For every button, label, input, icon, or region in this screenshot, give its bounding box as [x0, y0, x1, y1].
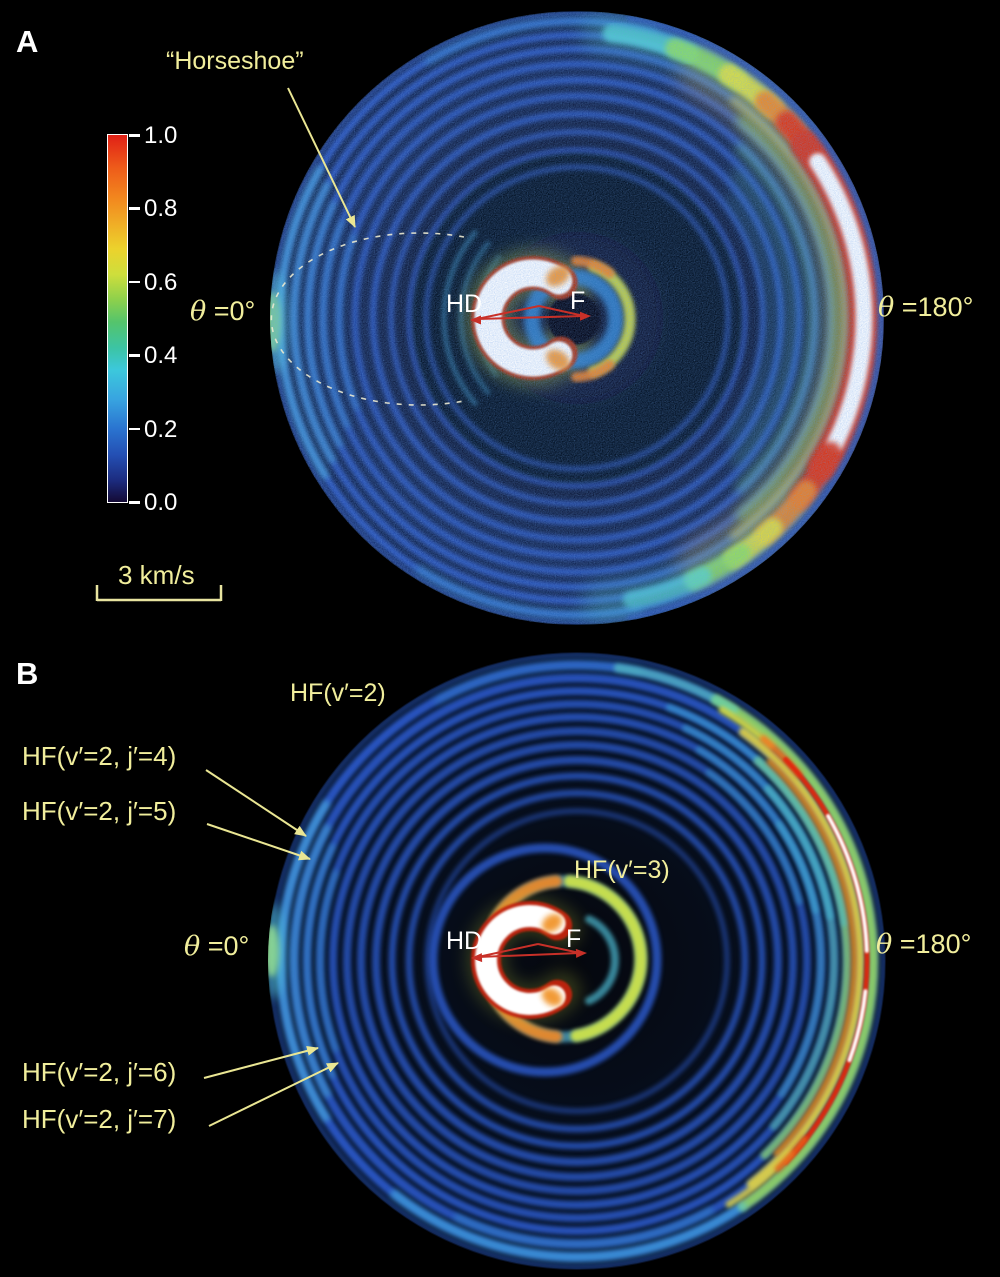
red-arc-b	[783, 757, 870, 1165]
paint-shape	[453, 1206, 714, 1249]
theta-180-label-a: θ =180°	[878, 292, 974, 323]
paint-shape	[537, 943, 581, 954]
paint-shape	[826, 814, 869, 953]
paint-shape	[695, 746, 820, 914]
colorbar-tick	[129, 501, 140, 504]
arrow-j7	[208, 1062, 339, 1127]
theta-0-label-b: θ =0°	[184, 931, 250, 962]
newton-line-b	[477, 952, 581, 958]
figure-annotations	[95, 87, 591, 1127]
horseshoe-arrow	[287, 87, 356, 228]
newton-line-a	[476, 315, 585, 320]
horseshoe-label: “Horseshoe”	[166, 47, 304, 75]
paint-shape	[476, 305, 540, 320]
paint-shape	[538, 305, 585, 317]
paint-shape	[766, 758, 857, 1157]
colorbar	[107, 134, 128, 503]
paint-shape	[289, 824, 332, 1098]
paint-shape	[477, 943, 539, 958]
paint-shape	[711, 694, 878, 1212]
f-label-b: F	[566, 925, 582, 953]
colorbar-tick	[129, 207, 140, 210]
paint-shape	[585, 915, 619, 1005]
colorbar-tick-label: 0.2	[144, 415, 178, 443]
theta-180-label-b: θ =180°	[876, 929, 972, 960]
paint-shape	[388, 772, 766, 1150]
colorbar-tick	[129, 354, 140, 357]
paint-shape	[541, 987, 563, 1007]
f-arrowhead-a	[579, 311, 591, 321]
paint-shape	[268, 903, 285, 999]
paint-shape	[613, 663, 739, 715]
hd-label-a: HD	[446, 290, 483, 318]
panel-b-letter: B	[16, 656, 39, 691]
inner-blue-ring-b	[428, 843, 662, 1077]
hf-v2-j6-label: HF(v′=2, j′=6)	[22, 1057, 177, 1087]
arrow-j6	[203, 1045, 319, 1079]
paint-shape	[847, 989, 868, 1063]
colorbar-tick-label: 1.0	[144, 122, 178, 149]
f-arrowhead-b	[575, 948, 587, 958]
hd-label-b: HD	[446, 927, 483, 955]
crescent-b	[475, 905, 566, 1015]
paint-shape	[682, 724, 834, 920]
hf-v3-label: HF(v′=3)	[574, 856, 670, 884]
paint-shape	[405, 789, 749, 1133]
paint-shape	[343, 727, 811, 1195]
hf-v2-j4-label: HF(v′=2, j′=4)	[22, 741, 177, 771]
theta-0-label-a: θ =0°	[190, 296, 256, 327]
paint-shape	[738, 727, 865, 1189]
hf-v2-j7-label: HF(v′=2, j′=7)	[22, 1104, 177, 1134]
paint-shape	[774, 1135, 808, 1172]
colorbar-tick-label: 0.4	[144, 342, 178, 370]
panel-a-letter: A	[16, 24, 39, 59]
colorbar-tick-label: 0.8	[144, 195, 178, 223]
paint-shape	[271, 12, 883, 624]
horseshoe-dashed-ellipse	[270, 232, 465, 406]
arrow-j5	[206, 823, 311, 861]
colorbar-tick-label: 0.6	[144, 268, 178, 296]
hf-v2-label: HF(v′=2)	[290, 679, 386, 707]
paint-shape	[434, 661, 643, 704]
paint-shape	[372, 756, 782, 1166]
paint-shape	[424, 808, 730, 1114]
paint-shape	[316, 869, 339, 1053]
paint-shape	[390, 1189, 747, 1262]
colorbar-tick	[129, 134, 140, 137]
colorbar-tick	[129, 427, 140, 431]
paint-shape	[705, 769, 803, 905]
paint-shape	[357, 741, 797, 1181]
colorbar-ticks: 1.0 0.8 0.6 0.4 0.2 0.0	[129, 122, 199, 516]
colorbar-tick-label: 0.0	[144, 489, 178, 516]
paint-shape	[541, 913, 563, 933]
panel-b-image	[268, 653, 885, 1269]
paint-shape	[665, 703, 848, 927]
hf-v3-ring	[563, 875, 647, 1042]
paint-shape	[303, 843, 336, 1079]
colorbar-tick	[129, 280, 140, 284]
panel-a-image	[270, 11, 884, 625]
hd-arrowhead-b	[471, 953, 483, 963]
scalebar-label: 3 km/s	[118, 560, 195, 590]
arrow-j4	[205, 769, 307, 837]
hf-v2-j5-label: HF(v′=2, j′=5)	[22, 796, 177, 826]
f-label-a: F	[570, 287, 586, 315]
hd-arrowhead-a	[470, 315, 481, 325]
